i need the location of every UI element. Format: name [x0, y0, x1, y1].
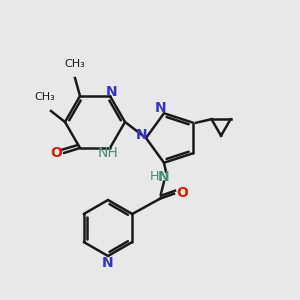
Text: H: H — [149, 170, 159, 183]
Text: N: N — [155, 101, 167, 115]
Text: N: N — [106, 85, 118, 99]
Text: N: N — [102, 256, 114, 270]
Text: CH₃: CH₃ — [34, 92, 56, 102]
Text: NH: NH — [98, 146, 118, 160]
Text: O: O — [50, 146, 62, 160]
Text: O: O — [176, 186, 188, 200]
Text: N: N — [158, 170, 170, 184]
Text: CH₃: CH₃ — [64, 59, 86, 69]
Text: N: N — [136, 128, 148, 142]
